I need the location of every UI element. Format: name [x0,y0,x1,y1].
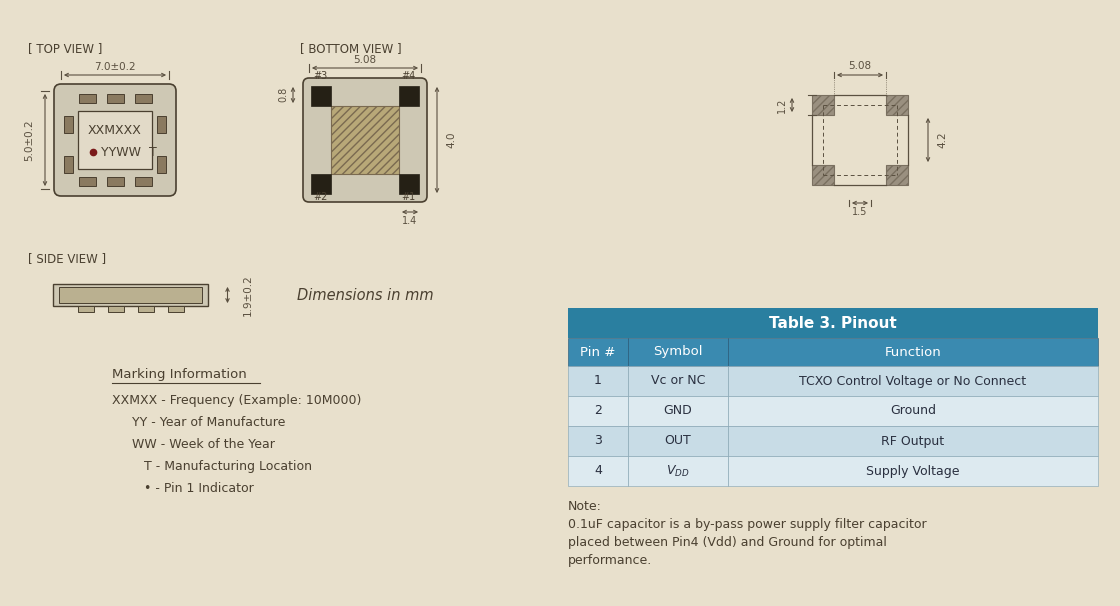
Text: 4.2: 4.2 [937,132,948,148]
Text: TCXO Control Voltage or No Connect: TCXO Control Voltage or No Connect [800,375,1027,387]
FancyBboxPatch shape [304,78,427,202]
Bar [628,338,728,366]
Text: 0.1uF capacitor is a by-pass power supply filter capacitor: 0.1uF capacitor is a by-pass power suppl… [568,518,926,531]
Text: 5.08: 5.08 [354,55,376,65]
Bar [53,284,207,306]
Bar [157,156,166,173]
Text: 3: 3 [594,435,601,447]
Text: 4.0: 4.0 [446,132,456,148]
Bar [568,426,628,456]
Text: [ SIDE VIEW ]: [ SIDE VIEW ] [28,252,106,265]
Bar [728,426,1098,456]
Text: #3: #3 [312,71,327,81]
Text: 1: 1 [594,375,601,387]
Bar [628,396,728,426]
Bar [78,94,95,103]
Text: YYWW  T: YYWW T [101,145,157,159]
Text: 2: 2 [594,404,601,418]
Text: YY - Year of Manufacture: YY - Year of Manufacture [112,416,286,429]
Text: T - Manufacturing Location: T - Manufacturing Location [112,460,312,473]
Bar [728,396,1098,426]
Text: Dimensions in mm: Dimensions in mm [297,287,433,302]
Bar [78,306,94,312]
Bar [134,177,151,186]
Text: [ BOTTOM VIEW ]: [ BOTTOM VIEW ] [300,42,402,55]
Bar [812,95,834,115]
Text: Ground: Ground [890,404,936,418]
Bar [628,426,728,456]
Bar [332,106,399,174]
Bar [108,306,124,312]
Bar [399,86,419,106]
Bar [168,306,184,312]
Bar [106,94,123,103]
Bar [138,306,153,312]
Bar [157,116,166,133]
Bar [728,456,1098,486]
Bar [568,338,628,366]
Text: 1.9±0.2: 1.9±0.2 [243,274,252,316]
Text: 5.08: 5.08 [849,61,871,71]
Bar [568,366,628,396]
Text: 0.8: 0.8 [278,87,288,102]
Bar [628,456,728,486]
Bar [311,86,332,106]
Text: Pin #: Pin # [580,345,616,359]
Text: XXMXX - Frequency (Example: 10M000): XXMXX - Frequency (Example: 10M000) [112,394,362,407]
Text: #2: #2 [312,192,327,202]
Bar [568,308,1098,338]
Bar [886,95,908,115]
Text: #4: #4 [401,71,416,81]
Bar [568,396,628,426]
Bar [628,366,728,396]
Bar [728,338,1098,366]
Bar [399,174,419,194]
Text: • - Pin 1 Indicator: • - Pin 1 Indicator [112,482,254,495]
Bar [78,111,152,169]
Bar [311,174,332,194]
FancyBboxPatch shape [54,84,176,196]
Bar [106,177,123,186]
Bar [568,456,628,486]
Text: performance.: performance. [568,554,652,567]
Text: #1: #1 [401,192,416,202]
Bar [134,94,151,103]
Bar [78,177,95,186]
Text: $V_{DD}$: $V_{DD}$ [666,464,690,479]
Bar [64,156,73,173]
Text: GND: GND [664,404,692,418]
Text: 7.0±0.2: 7.0±0.2 [94,62,136,72]
Text: Vc or NC: Vc or NC [651,375,706,387]
Text: Symbol: Symbol [653,345,702,359]
Text: OUT: OUT [664,435,691,447]
Bar [64,116,73,133]
Bar [812,165,834,185]
Bar [886,165,908,185]
Text: placed between Pin4 (Vdd) and Ground for optimal: placed between Pin4 (Vdd) and Ground for… [568,536,887,549]
Text: Note:: Note: [568,500,601,513]
Text: Table 3. Pinout: Table 3. Pinout [769,316,897,330]
Text: 5.0±0.2: 5.0±0.2 [24,119,34,161]
Bar [728,366,1098,396]
Text: XXMXXX: XXMXXX [88,124,142,136]
Bar [58,287,202,303]
Text: 1.2: 1.2 [777,98,787,113]
Text: WW - Week of the Year: WW - Week of the Year [112,438,274,451]
Text: Marking Information: Marking Information [112,368,246,381]
Text: RF Output: RF Output [881,435,944,447]
Text: Function: Function [885,345,942,359]
Text: 1.4: 1.4 [402,216,418,226]
Text: 4: 4 [594,465,601,478]
Text: [ TOP VIEW ]: [ TOP VIEW ] [28,42,102,55]
Text: Supply Voltage: Supply Voltage [866,465,960,478]
Text: 1.5: 1.5 [852,207,868,217]
